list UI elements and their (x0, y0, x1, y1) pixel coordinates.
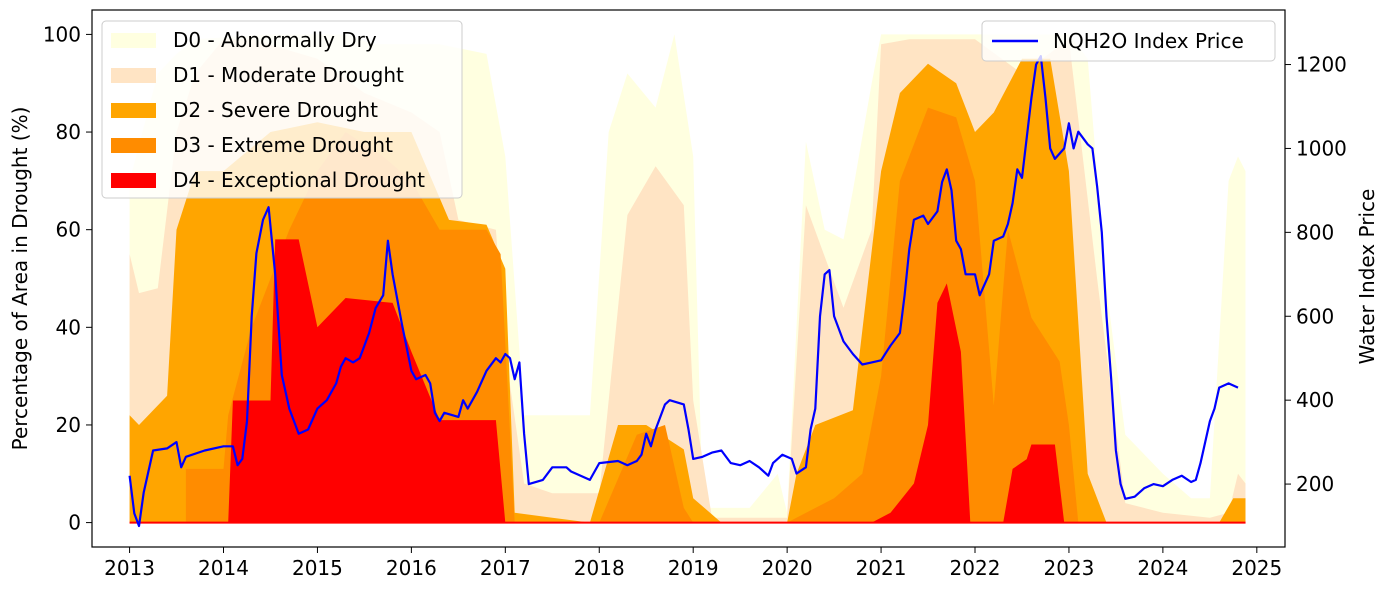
left-tick-label: 40 (56, 315, 81, 339)
right-axis-ticks: 200 400 600 800 1000 1200 (1285, 53, 1347, 496)
x-tick-label: 2017 (480, 556, 531, 580)
x-tick-label: 2013 (104, 556, 155, 580)
price-line-layer (128, 55, 1239, 528)
x-tick-label: 2025 (1231, 556, 1282, 580)
left-axis-label: Percentage of Area in Drought (%) (8, 107, 32, 451)
legend-entry-label: D4 - Exceptional Drought (173, 168, 425, 192)
legend-swatch (111, 138, 156, 153)
right-tick-label: 1000 (1296, 136, 1347, 160)
legend-entry-label: D2 - Severe Drought (173, 98, 378, 122)
x-tick-label: 2014 (198, 556, 249, 580)
plot-frame (91, 9, 1286, 548)
legend-swatch (111, 103, 156, 118)
right-tick-label: 1200 (1296, 53, 1347, 77)
right-tick-label: 800 (1296, 220, 1334, 244)
x-tick-label: 2022 (950, 556, 1001, 580)
right-tick-label: 400 (1296, 388, 1334, 412)
legend-entry-label: D0 - Abnormally Dry (173, 28, 377, 52)
legend-entry-label: D1 - Moderate Drought (173, 63, 404, 87)
left-tick-label: 100 (43, 22, 81, 46)
x-tick-label: 2020 (762, 556, 813, 580)
x-tick-label: 2024 (1137, 556, 1188, 580)
x-tick-label: 2021 (856, 556, 907, 580)
drought-legend: D0 - Abnormally Dry D1 - Moderate Drought… (101, 20, 463, 199)
legend-swatch (111, 173, 156, 188)
x-tick-label: 2016 (386, 556, 437, 580)
drought-area-d4 (129, 239, 1246, 523)
right-axis-label: Water Index Price (1355, 189, 1379, 365)
left-tick-label: 20 (56, 413, 81, 437)
legend-entry-label: NQH2O Index Price (1053, 29, 1244, 53)
legend-entry-label: D3 - Extreme Drought (173, 133, 393, 157)
legend-swatch (111, 33, 156, 48)
x-axis-ticks: 2013 2014 2015 2016 2017 2018 2019 2020 2021 2022… (104, 547, 1282, 580)
left-tick-label: 0 (68, 511, 81, 535)
legend-swatch (111, 68, 156, 83)
price-legend-box (981, 20, 1276, 62)
x-tick-label: 2015 (292, 556, 343, 580)
left-tick-label: 80 (56, 120, 81, 144)
x-tick-label: 2019 (668, 556, 719, 580)
drought-legend-box (101, 20, 463, 199)
right-tick-label: 600 (1296, 304, 1334, 328)
right-tick-label: 200 (1296, 472, 1334, 496)
x-tick-label: 2018 (574, 556, 625, 580)
price-line (128, 55, 1239, 528)
x-tick-label: 2023 (1043, 556, 1094, 580)
price-legend: NQH2O Index Price (981, 20, 1276, 62)
left-axis-ticks: 0 20 40 60 80 100 (43, 22, 92, 535)
left-tick-label: 60 (56, 218, 81, 242)
